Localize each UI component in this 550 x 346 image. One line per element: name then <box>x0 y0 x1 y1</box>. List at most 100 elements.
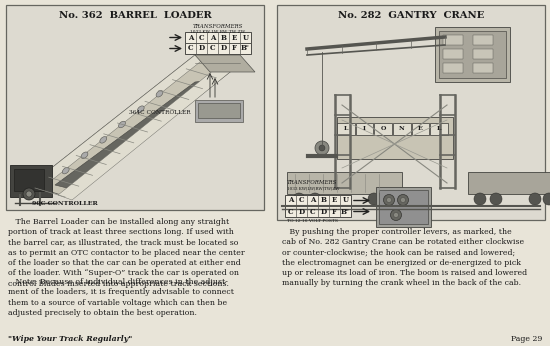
Circle shape <box>23 188 35 200</box>
Polygon shape <box>58 65 235 200</box>
Text: No. 362  BARREL  LOADER: No. 362 BARREL LOADER <box>59 10 211 19</box>
Circle shape <box>383 194 394 206</box>
Text: No. 282  GANTRY  CRANE: No. 282 GANTRY CRANE <box>338 10 484 19</box>
Text: TRANSFORMERS: TRANSFORMERS <box>193 24 243 29</box>
Text: U: U <box>343 197 349 204</box>
Text: C: C <box>310 208 315 216</box>
Circle shape <box>319 145 325 151</box>
Polygon shape <box>195 55 255 72</box>
Text: TO 12-16 VOLT POSTS: TO 12-16 VOLT POSTS <box>287 219 338 223</box>
Bar <box>443 49 463 59</box>
Circle shape <box>293 193 305 205</box>
Bar <box>435 27 510 82</box>
Text: D: D <box>299 208 305 216</box>
Text: A: A <box>310 197 315 204</box>
Circle shape <box>490 193 502 205</box>
Bar <box>473 63 493 73</box>
Bar <box>6 5 264 210</box>
Bar <box>375 123 392 135</box>
Bar <box>473 35 493 45</box>
Bar <box>185 32 251 54</box>
Bar <box>468 172 550 194</box>
Text: D: D <box>221 45 227 53</box>
Circle shape <box>315 141 329 155</box>
Text: C: C <box>288 208 293 216</box>
Ellipse shape <box>156 91 163 97</box>
Text: F: F <box>332 208 337 216</box>
Text: E: E <box>332 197 337 204</box>
Text: A: A <box>288 197 293 204</box>
Text: D: D <box>321 208 327 216</box>
Circle shape <box>398 194 409 206</box>
Text: TRANSFORMERS: TRANSFORMERS <box>287 180 337 185</box>
Bar <box>14 169 44 191</box>
Text: Note: Because of individual differences in the adjust-
ment of the loaders, it i: Note: Because of individual differences … <box>8 278 234 317</box>
Ellipse shape <box>100 137 107 143</box>
Circle shape <box>368 193 380 205</box>
Bar <box>379 190 428 224</box>
Bar <box>443 63 463 73</box>
Bar <box>443 35 463 45</box>
Text: C: C <box>210 45 215 53</box>
Text: A: A <box>210 34 215 42</box>
Text: Bᶜ: Bᶜ <box>341 208 350 216</box>
Bar <box>376 187 431 227</box>
Bar <box>198 103 240 118</box>
Text: C: C <box>299 197 304 204</box>
Text: L: L <box>437 127 441 131</box>
Circle shape <box>387 198 392 202</box>
Text: N: N <box>399 127 405 131</box>
Text: Bᶜ: Bᶜ <box>241 45 250 53</box>
Text: O: O <box>381 127 386 131</box>
Text: The Barrel Loader can be installed along any straight
portion of track at least : The Barrel Loader can be installed along… <box>8 218 245 288</box>
Text: F: F <box>232 45 237 53</box>
Bar <box>287 172 402 194</box>
Bar <box>195 100 243 122</box>
Text: 1033 KW LW RW TW ZW: 1033 KW LW RW TW ZW <box>190 30 245 34</box>
Ellipse shape <box>138 106 144 112</box>
Circle shape <box>309 193 321 205</box>
Text: By pushing the proper controller levers, as marked, the
cab of No. 282 Gantry Cr: By pushing the proper controller levers,… <box>282 228 527 288</box>
Bar <box>356 123 373 135</box>
Text: C: C <box>188 45 193 53</box>
Text: 90C CONTROLLER: 90C CONTROLLER <box>32 201 98 206</box>
Ellipse shape <box>62 167 69 174</box>
Circle shape <box>400 198 405 202</box>
Ellipse shape <box>81 152 88 158</box>
Bar <box>411 123 430 135</box>
Bar <box>10 165 52 197</box>
Bar <box>337 123 355 135</box>
Circle shape <box>529 193 541 205</box>
Bar <box>393 123 411 135</box>
Text: A: A <box>188 34 193 42</box>
Text: E: E <box>418 127 423 131</box>
Circle shape <box>543 193 550 205</box>
Bar <box>337 117 453 159</box>
Circle shape <box>474 193 486 205</box>
Polygon shape <box>30 55 205 188</box>
Circle shape <box>393 212 399 218</box>
Bar <box>430 123 448 135</box>
Text: B: B <box>221 34 227 42</box>
Text: U: U <box>243 34 249 42</box>
Circle shape <box>382 193 394 205</box>
Text: 1033 KW|LW|RW|TW|ZW: 1033 KW|LW|RW|TW|ZW <box>287 187 339 191</box>
Bar <box>439 31 506 78</box>
Polygon shape <box>55 80 215 190</box>
Text: L: L <box>344 127 348 131</box>
Text: E: E <box>232 34 237 42</box>
Circle shape <box>390 209 402 220</box>
Text: I: I <box>363 127 366 131</box>
Text: "Wipe Your Track Regularly": "Wipe Your Track Regularly" <box>8 335 132 343</box>
Ellipse shape <box>119 121 125 128</box>
Bar <box>473 49 493 59</box>
Text: Page 29: Page 29 <box>510 335 542 343</box>
Text: B: B <box>321 197 327 204</box>
Text: C: C <box>199 34 204 42</box>
Circle shape <box>26 191 32 197</box>
Bar <box>277 5 545 220</box>
Bar <box>285 195 351 217</box>
Polygon shape <box>30 55 235 198</box>
Text: 364C CONTROLLER: 364C CONTROLLER <box>129 110 191 115</box>
Text: D: D <box>199 45 205 53</box>
